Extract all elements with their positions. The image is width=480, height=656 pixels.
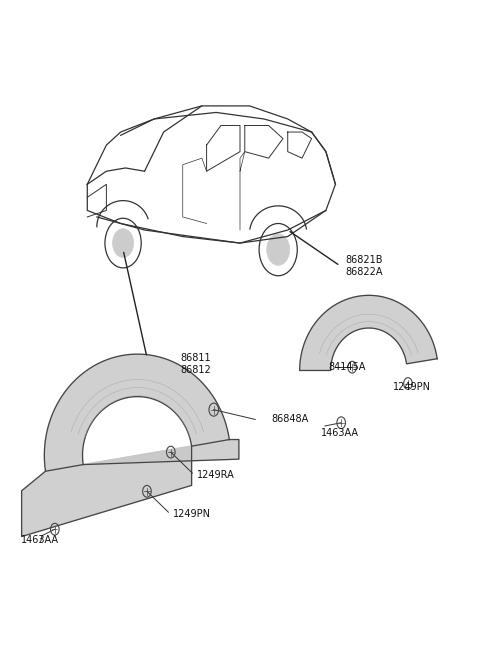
- Polygon shape: [300, 295, 437, 371]
- Text: 1249PN: 1249PN: [393, 382, 431, 392]
- Text: 86821B
86822A: 86821B 86822A: [345, 255, 383, 277]
- Text: 84145A: 84145A: [328, 362, 366, 372]
- Text: 86811
86812: 86811 86812: [180, 353, 211, 375]
- Text: 1463AA: 1463AA: [321, 428, 359, 438]
- Text: 86848A: 86848A: [271, 415, 308, 424]
- Text: 1249PN: 1249PN: [173, 509, 211, 519]
- Circle shape: [267, 234, 289, 265]
- Circle shape: [113, 229, 133, 257]
- Text: 1249RA: 1249RA: [197, 470, 235, 480]
- Polygon shape: [44, 354, 229, 471]
- Polygon shape: [22, 446, 192, 537]
- Polygon shape: [83, 440, 239, 464]
- Text: 1463AA: 1463AA: [21, 535, 59, 545]
